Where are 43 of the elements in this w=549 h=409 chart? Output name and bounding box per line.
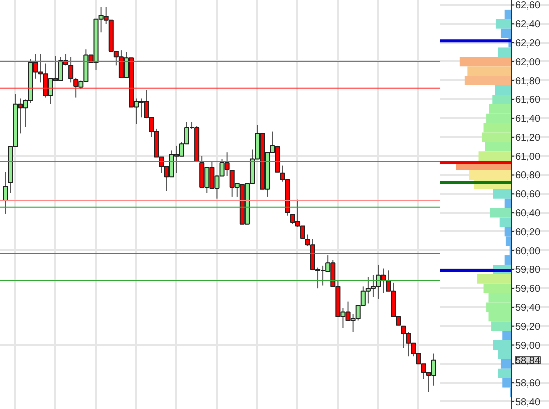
- y-tick-label: 59,00: [516, 340, 541, 352]
- bar: [490, 208, 512, 218]
- bar: [498, 48, 512, 58]
- bar: [498, 368, 512, 378]
- y-tick-label: 59,40: [516, 302, 541, 314]
- y-tick-label: 60,80: [516, 170, 541, 182]
- y-tick-label: 62,40: [516, 20, 541, 31]
- bar: [500, 218, 512, 228]
- bar: [477, 274, 512, 284]
- candlestick: [3, 172, 8, 214]
- candlestick: [68, 56, 74, 84]
- bar: [460, 57, 512, 67]
- bar: [492, 322, 512, 332]
- y-tick-label: 59,20: [516, 322, 541, 333]
- bar: [468, 66, 512, 76]
- y-tick-label: 61,40: [516, 114, 541, 126]
- y-tick-label: 62,60: [516, 0, 541, 12]
- y-tick-label: 60,00: [516, 246, 541, 258]
- bar: [495, 86, 512, 95]
- y-tick-label: 61,00: [516, 152, 541, 163]
- bar: [492, 94, 512, 104]
- y-tick-label: 61,60: [516, 95, 541, 106]
- bar: [485, 142, 512, 152]
- y-tick-label: 61,80: [516, 76, 541, 88]
- bar: [469, 170, 512, 180]
- y-tick-label: 60,20: [516, 227, 541, 238]
- bar: [504, 10, 512, 20]
- y-tick-label: 60,60: [516, 190, 541, 201]
- bar: [496, 19, 512, 29]
- y-tick-label: 62,00: [516, 57, 541, 68]
- y-tick-label: 58,60: [516, 378, 541, 390]
- y-tick-label: 60,40: [516, 208, 541, 220]
- bar: [500, 359, 512, 369]
- y-tick-label: 59,60: [516, 284, 541, 296]
- bar: [504, 198, 512, 208]
- y-tick-label: 58,40: [516, 397, 541, 408]
- y-tick-label: 59,80: [516, 265, 541, 276]
- y-tick-label: 62,20: [516, 38, 541, 50]
- bar: [478, 152, 512, 162]
- y-tick-label: 61,20: [516, 132, 541, 144]
- bar: [502, 331, 512, 341]
- bar: [464, 76, 512, 86]
- bar: [493, 189, 512, 199]
